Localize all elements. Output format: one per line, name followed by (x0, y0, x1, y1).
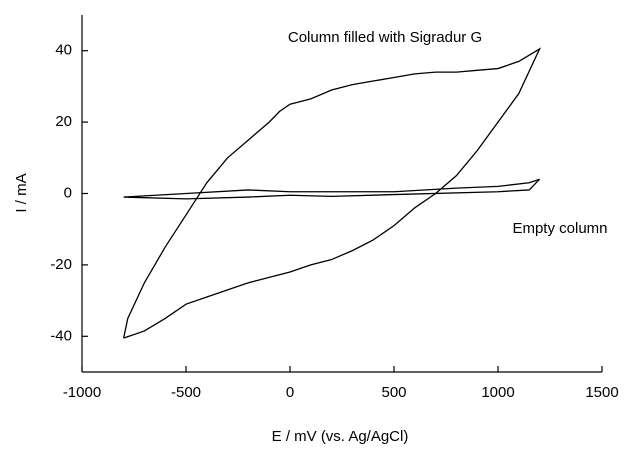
x-tick-label: 0 (286, 384, 294, 401)
cv-curve (122, 47, 542, 339)
x-tick-label: -1000 (63, 384, 101, 401)
y-tick-label: 20 (55, 113, 72, 130)
x-axis-label: E / mV (vs. Ag/AgCl) (272, 428, 409, 445)
cv-curve (123, 178, 541, 200)
curve-label: Column filled with Sigradur G (288, 29, 482, 46)
x-tick-label: -500 (171, 384, 201, 401)
y-axis-label: I / mA (13, 173, 30, 212)
x-tick-label: 500 (381, 384, 406, 401)
x-tick-label: 1500 (585, 384, 618, 401)
y-tick-label: -20 (50, 256, 72, 273)
y-tick-label: -40 (50, 327, 72, 344)
x-tick-label: 1000 (481, 384, 514, 401)
curve-label: Empty column (512, 220, 607, 237)
y-tick-label: 40 (55, 42, 72, 59)
y-tick-label: 0 (64, 184, 72, 201)
